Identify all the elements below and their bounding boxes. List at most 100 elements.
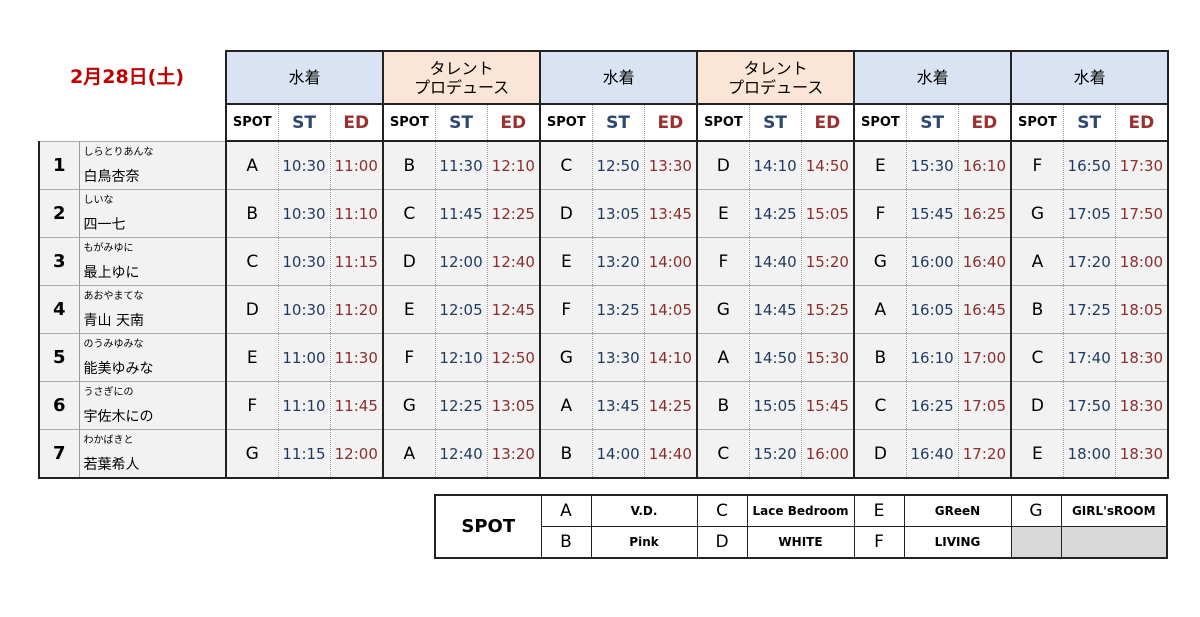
spot: E	[1010, 429, 1064, 479]
start-time: 16:25	[905, 381, 959, 430]
performer-cell: もがみゆに 最上ゆに	[79, 237, 226, 286]
start-time: 13:45	[591, 381, 645, 430]
legend-spot: D	[696, 526, 748, 559]
start-time: 14:40	[748, 237, 802, 286]
legend-spot: E	[853, 494, 905, 527]
spot: A	[1010, 237, 1064, 286]
start-time: 10:30	[277, 285, 330, 334]
end-time: 12:00	[329, 429, 385, 479]
end-time: 12:10	[486, 140, 542, 190]
end-time: 15:30	[800, 333, 856, 382]
end-time: 14:25	[643, 381, 699, 430]
start-time: 17:25	[1062, 285, 1116, 334]
end-time: 14:40	[643, 429, 699, 479]
performer-kana: わかばきと	[83, 435, 134, 446]
column-header: SPOT	[853, 104, 907, 142]
end-time: 13:20	[486, 429, 542, 479]
blank	[39, 104, 226, 141]
performer-row: 6 うさぎにの 宇佐木にの F 11:10 11:45 G 12:25 13:05 A 13:45 1…	[38, 381, 1170, 430]
column-header: ED	[1114, 104, 1170, 142]
row-number: 6	[38, 381, 80, 430]
start-time: 13:30	[591, 333, 645, 382]
performer-row: 2 しいな 四一七 B 10:30 11:10 C 11:45 12:25 D 13:05 13:45…	[38, 189, 1170, 238]
spot: A	[696, 333, 750, 382]
column-header: SPOT	[696, 104, 750, 142]
spot: D	[1010, 381, 1064, 430]
performer-row: 4 あおやまてな 青山 天南 D 10:30 11:20 E 12:05 12:45 F 13:25…	[38, 285, 1170, 334]
spot: C	[696, 429, 750, 479]
column-header: SPOT	[225, 104, 278, 142]
legend-name: WHITE	[746, 526, 855, 559]
spot: C	[382, 189, 436, 238]
start-time: 17:05	[1062, 189, 1116, 238]
spot: F	[539, 285, 593, 334]
performer-kana: しいな	[83, 195, 114, 206]
end-time: 16:00	[800, 429, 856, 479]
end-time: 16:10	[957, 140, 1013, 190]
column-header: ST	[434, 104, 488, 142]
spot: A	[539, 381, 593, 430]
legend-spot: G	[1010, 494, 1062, 527]
end-time: 11:15	[329, 237, 385, 286]
date: 2月28日(土)	[70, 66, 185, 88]
spot: D	[696, 140, 750, 190]
column-header: ED	[643, 104, 699, 142]
performer-kana: のうみゆみな	[83, 339, 144, 350]
spot: F	[853, 189, 907, 238]
performer-kana: うさぎにの	[83, 387, 134, 398]
legend-name: GReeN	[903, 494, 1012, 527]
end-time: 13:05	[486, 381, 542, 430]
end-time: 17:30	[1114, 140, 1170, 190]
performer-kana: しらとりあんな	[83, 146, 154, 158]
row-number: 5	[38, 333, 80, 382]
performer-name: 若葉希人	[83, 457, 140, 473]
performer-cell: わかばきと 若葉希人	[79, 429, 226, 479]
legend-name: GIRL'sROOM	[1060, 494, 1168, 527]
legend-name: Lace Bedroom	[746, 494, 855, 527]
session-title: プロデュース	[728, 77, 824, 97]
column-header: SPOT	[382, 104, 436, 142]
column-header: ED	[486, 104, 542, 142]
column-header: ST	[905, 104, 959, 142]
end-time: 18:30	[1114, 333, 1170, 382]
header-row: 水着 タレント プロデュース 水着 タレント プロデュース 水着 水着	[39, 50, 1170, 105]
performer-name: 最上ゆに	[83, 265, 140, 281]
spot-legend: SPOT A V.D. C Lace Bedroom E GReeN G GIRL'sROOM B…	[434, 494, 1168, 559]
legend-spot: F	[853, 526, 905, 559]
end-time: 17:20	[957, 429, 1013, 479]
start-time: 11:30	[434, 140, 488, 190]
start-time: 10:30	[277, 237, 330, 286]
end-time: 16:40	[957, 237, 1013, 286]
spot: E	[539, 237, 593, 286]
session-title: 水着	[916, 68, 949, 87]
end-time: 13:30	[643, 140, 699, 190]
start-time: 16:05	[905, 285, 959, 334]
start-time: 18:00	[1062, 429, 1116, 479]
performer-row: 1 しらとりあんな 白鳥杏奈 A 10:30 11:00 B 11:30 12:10 C 12:50…	[38, 140, 1170, 190]
start-time: 10:30	[277, 140, 330, 190]
spot: A	[853, 285, 907, 334]
start-time: 11:00	[277, 333, 330, 382]
spot: A	[225, 140, 278, 190]
start-time: 16:50	[1062, 140, 1116, 190]
performer-cell: のうみゆみな 能美ゆみな	[79, 333, 226, 382]
spot: E	[225, 333, 278, 382]
start-time: 14:25	[748, 189, 802, 238]
spot: B	[1010, 285, 1064, 334]
performer-name: 白鳥杏奈	[83, 168, 140, 185]
end-time: 18:30	[1114, 381, 1170, 430]
end-time: 11:30	[329, 333, 385, 382]
legend-row: SPOT A V.D. C Lace Bedroom E GReeN G GIRL'sROOM	[434, 494, 1168, 559]
end-time: 11:10	[329, 189, 385, 238]
start-time: 12:40	[434, 429, 488, 479]
end-time: 14:00	[643, 237, 699, 286]
spot: F	[382, 333, 436, 382]
end-time: 12:45	[486, 285, 542, 334]
end-time: 15:45	[800, 381, 856, 430]
spot: A	[382, 429, 436, 479]
end-time: 12:25	[486, 189, 542, 238]
row-number: 2	[38, 189, 80, 238]
end-time: 17:50	[1114, 189, 1170, 238]
spot: F	[696, 237, 750, 286]
legend-spot: B	[540, 526, 592, 559]
